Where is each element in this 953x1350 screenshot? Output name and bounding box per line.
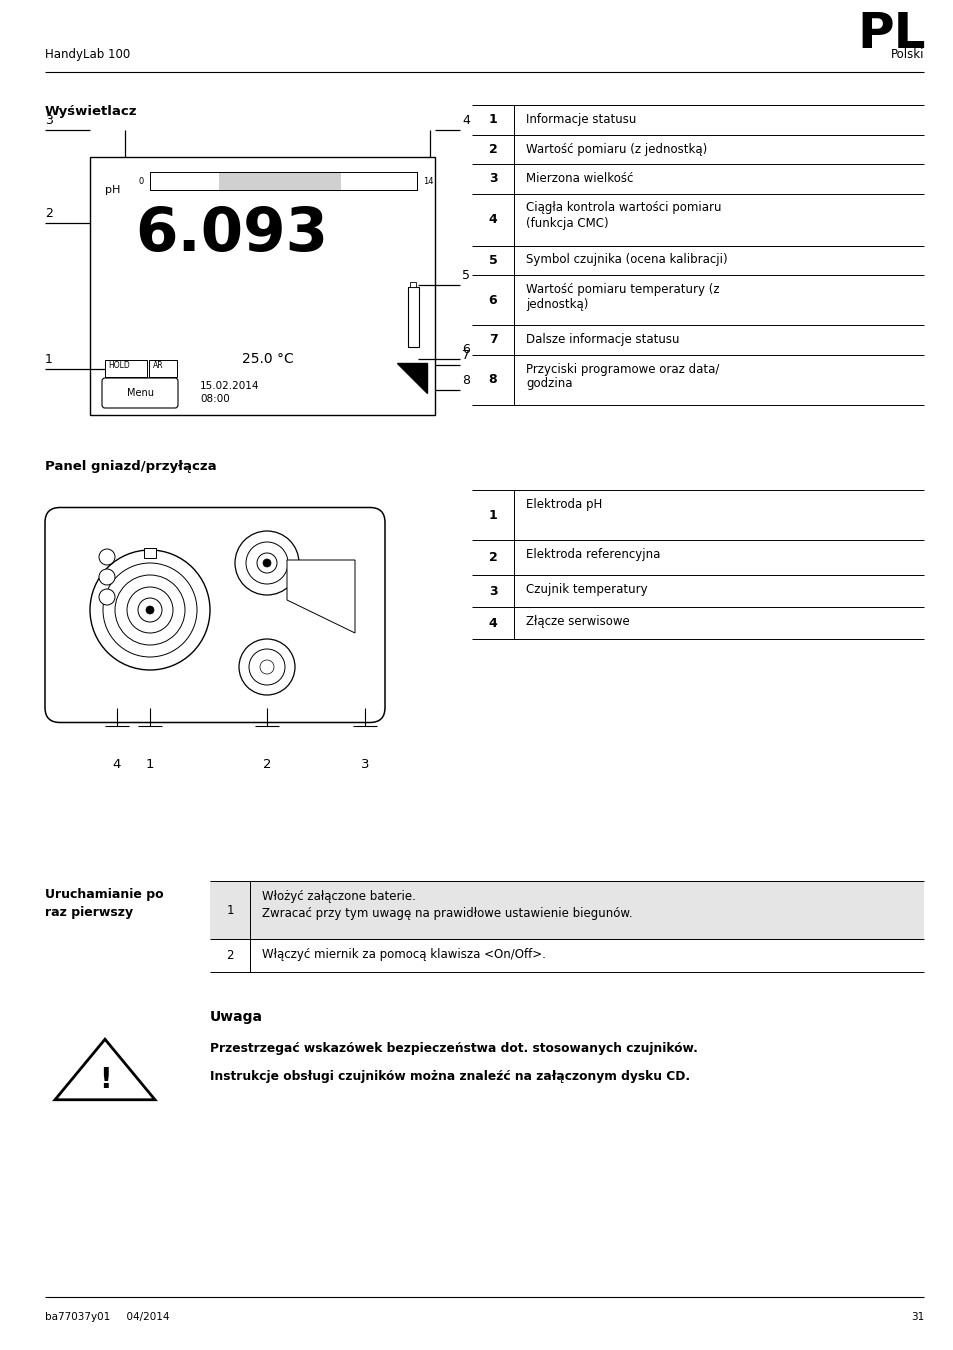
Text: Informacje statusu: Informacje statusu <box>525 113 636 126</box>
Text: Czujnik temperatury: Czujnik temperatury <box>525 583 647 595</box>
Circle shape <box>234 531 298 595</box>
Text: !: ! <box>98 1066 112 1094</box>
Circle shape <box>146 606 153 614</box>
Text: 1: 1 <box>45 352 52 366</box>
Bar <box>150 171 218 190</box>
Text: 3: 3 <box>360 757 369 771</box>
Text: 7: 7 <box>488 333 497 346</box>
Polygon shape <box>287 560 355 633</box>
Text: Uruchamianie po
raz pierwszy: Uruchamianie po raz pierwszy <box>45 888 164 919</box>
Bar <box>410 282 416 288</box>
Text: 2: 2 <box>45 207 52 220</box>
Text: 8: 8 <box>488 373 497 386</box>
Circle shape <box>115 575 185 645</box>
Text: AR: AR <box>152 360 164 370</box>
Text: HandyLab 100: HandyLab 100 <box>45 49 131 61</box>
Bar <box>144 548 156 558</box>
Text: 31: 31 <box>910 1312 923 1322</box>
Text: 5: 5 <box>461 269 470 282</box>
Circle shape <box>246 541 288 585</box>
Text: 8: 8 <box>461 374 470 387</box>
Text: Elektroda referencyjna: Elektroda referencyjna <box>525 548 659 562</box>
Text: 2: 2 <box>262 757 271 771</box>
Text: Panel gniazd/przyłącza: Panel gniazd/przyłącza <box>45 460 216 472</box>
Text: 5: 5 <box>488 254 497 267</box>
Polygon shape <box>396 363 427 393</box>
Circle shape <box>239 639 294 695</box>
FancyBboxPatch shape <box>102 378 178 408</box>
Text: Przestrzegać wskazówek bezpieczeństwa dot. stosowanych czujników.: Przestrzegać wskazówek bezpieczeństwa do… <box>210 1042 698 1054</box>
Text: Przyciski programowe oraz data/
godzina: Przyciski programowe oraz data/ godzina <box>525 363 719 390</box>
Text: Uwaga: Uwaga <box>210 1010 263 1025</box>
Text: 7: 7 <box>461 350 470 362</box>
Circle shape <box>249 649 285 684</box>
Bar <box>105 360 147 377</box>
Text: Polski: Polski <box>889 49 923 61</box>
Text: Dalsze informacje statusu: Dalsze informacje statusu <box>525 333 679 346</box>
Text: 6: 6 <box>488 293 497 306</box>
Text: 1: 1 <box>488 509 497 521</box>
Text: Menu: Menu <box>127 387 153 398</box>
Text: 1: 1 <box>146 757 154 771</box>
Text: 4: 4 <box>461 113 470 127</box>
Text: ba77037y01     04/2014: ba77037y01 04/2014 <box>45 1312 170 1322</box>
Text: 2: 2 <box>488 143 497 155</box>
Text: Symbol czujnika (ocena kalibracji): Symbol czujnika (ocena kalibracji) <box>525 254 727 266</box>
Text: HOLD: HOLD <box>108 360 130 370</box>
FancyBboxPatch shape <box>45 508 385 722</box>
Text: Włożyć załączone baterie.
Zwracać przy tym uwagę na prawidłowe ustawienie biegun: Włożyć załączone baterie. Zwracać przy t… <box>262 890 632 919</box>
Text: 6: 6 <box>461 343 470 356</box>
Text: 4: 4 <box>112 757 121 771</box>
Text: 3: 3 <box>488 173 497 185</box>
Circle shape <box>260 660 274 674</box>
Circle shape <box>256 554 276 572</box>
Bar <box>150 171 416 190</box>
Text: Ciągła kontrola wartości pomiaru
(funkcja CMC): Ciągła kontrola wartości pomiaru (funkcj… <box>525 201 720 230</box>
Text: 14: 14 <box>422 177 433 185</box>
Text: Elektroda pH: Elektroda pH <box>525 498 601 512</box>
Text: 2: 2 <box>226 949 233 963</box>
Text: Wartość pomiaru (z jednostką): Wartość pomiaru (z jednostką) <box>525 143 706 155</box>
Text: 3: 3 <box>488 585 497 598</box>
Circle shape <box>127 587 172 633</box>
Text: 2: 2 <box>488 551 497 564</box>
Text: pH: pH <box>105 185 120 194</box>
Circle shape <box>103 563 196 657</box>
Text: 0: 0 <box>138 177 144 185</box>
Text: 3: 3 <box>45 113 52 127</box>
Text: 4: 4 <box>488 617 497 629</box>
Circle shape <box>99 568 115 585</box>
Bar <box>210 882 923 940</box>
Bar <box>340 171 416 190</box>
Text: Wartość pomiaru temperatury (z
jednostką): Wartość pomiaru temperatury (z jednostką… <box>525 284 719 310</box>
Circle shape <box>99 589 115 605</box>
Bar <box>149 360 177 377</box>
Bar <box>90 157 435 414</box>
Circle shape <box>138 598 162 622</box>
Text: PL: PL <box>857 9 925 58</box>
Bar <box>150 171 416 190</box>
Text: 15.02.2014
08:00: 15.02.2014 08:00 <box>200 381 259 404</box>
Text: Złącze serwisowe: Złącze serwisowe <box>525 616 629 628</box>
Text: 1: 1 <box>226 903 233 917</box>
Circle shape <box>263 559 271 567</box>
Polygon shape <box>55 1040 154 1100</box>
Text: 4: 4 <box>488 213 497 225</box>
Text: 25.0 °C: 25.0 °C <box>242 352 294 366</box>
Circle shape <box>90 549 210 670</box>
Text: 6.093: 6.093 <box>135 205 328 265</box>
Text: Włączyć miernik za pomocą klawisza <On/Off>.: Włączyć miernik za pomocą klawisza <On/O… <box>262 948 545 961</box>
Text: Instrukcje obsługi czujników można znaleźć na załączonym dysku CD.: Instrukcje obsługi czujników można znale… <box>210 1071 689 1083</box>
Text: 1: 1 <box>488 113 497 127</box>
Text: Wyświetlacz: Wyświetlacz <box>45 105 137 117</box>
Bar <box>407 288 418 347</box>
Circle shape <box>99 549 115 566</box>
Text: Mierzona wielkość: Mierzona wielkość <box>525 171 633 185</box>
